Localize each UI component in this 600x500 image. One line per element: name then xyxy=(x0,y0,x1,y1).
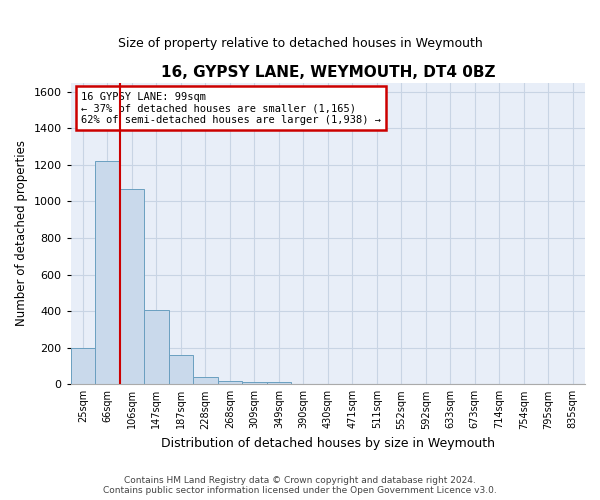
Bar xyxy=(95,161,119,384)
Bar xyxy=(144,310,169,384)
Bar xyxy=(242,382,266,384)
Bar xyxy=(193,377,218,384)
Bar xyxy=(71,348,95,385)
Bar xyxy=(169,355,193,384)
Bar xyxy=(119,188,144,384)
Text: 16 GYPSY LANE: 99sqm
← 37% of detached houses are smaller (1,165)
62% of semi-de: 16 GYPSY LANE: 99sqm ← 37% of detached h… xyxy=(81,92,381,125)
Bar xyxy=(266,382,291,384)
X-axis label: Distribution of detached houses by size in Weymouth: Distribution of detached houses by size … xyxy=(161,437,495,450)
Bar xyxy=(218,380,242,384)
Text: Contains HM Land Registry data © Crown copyright and database right 2024.
Contai: Contains HM Land Registry data © Crown c… xyxy=(103,476,497,495)
Y-axis label: Number of detached properties: Number of detached properties xyxy=(15,140,28,326)
Title: 16, GYPSY LANE, WEYMOUTH, DT4 0BZ: 16, GYPSY LANE, WEYMOUTH, DT4 0BZ xyxy=(161,65,495,80)
Text: Size of property relative to detached houses in Weymouth: Size of property relative to detached ho… xyxy=(118,38,482,51)
